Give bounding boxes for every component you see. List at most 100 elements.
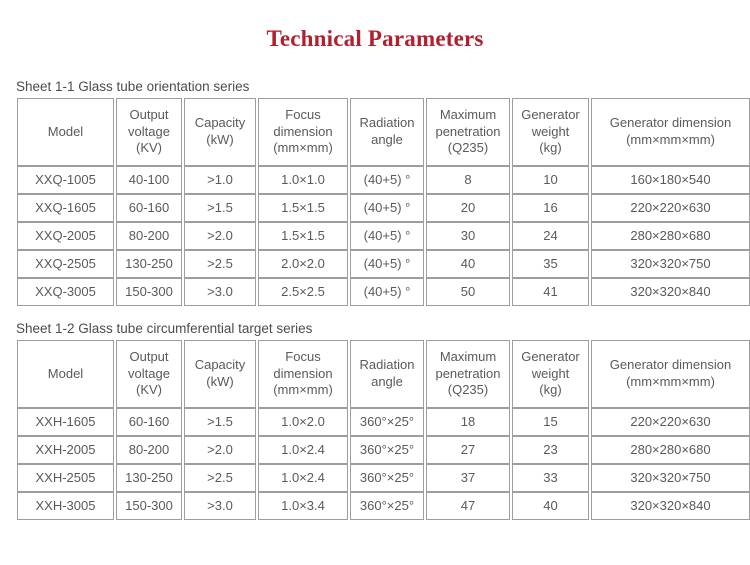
table-cell: >2.5 xyxy=(184,250,256,278)
table-cell: 80-200 xyxy=(116,222,182,250)
table-cell: 2.0×2.0 xyxy=(258,250,348,278)
table-cell: 1.5×1.5 xyxy=(258,194,348,222)
table-cell: (40+5) ° xyxy=(350,166,424,194)
table-cell: XXQ-1605 xyxy=(17,194,114,222)
header-cell: Capacity (kW) xyxy=(184,340,256,408)
table-cell: 280×280×680 xyxy=(591,222,750,250)
header-cell: Generator weight (kg) xyxy=(512,98,589,166)
table-cell: (40+5) ° xyxy=(350,194,424,222)
table-cell: XXQ-3005 xyxy=(17,278,114,306)
table-cell: 30 xyxy=(426,222,510,250)
circumferential-series-table: Model Output voltage (KV) Capacity (kW) Foc… xyxy=(15,340,750,520)
table-cell: 360°×25° xyxy=(350,492,424,520)
table-cell: 50 xyxy=(426,278,510,306)
header-cell: Model xyxy=(17,340,114,408)
table-cell: 80-200 xyxy=(116,436,182,464)
table-cell: XXH-2005 xyxy=(17,436,114,464)
table-cell: XXQ-2005 xyxy=(17,222,114,250)
table-row: XXH-2505 130-250 >2.5 1.0×2.4 360°×25° 37 33 32… xyxy=(17,464,750,492)
table-caption-sheet-1-1: Sheet 1-1 Glass tube orientation series xyxy=(16,79,250,94)
table-section-circumferential-series: Sheet 1-2 Glass tube circumferential tar… xyxy=(15,321,750,520)
table-cell: 15 xyxy=(512,408,589,436)
table-cell: 41 xyxy=(512,278,589,306)
table-cell: 220×220×630 xyxy=(591,194,750,222)
table-cell: 40 xyxy=(512,492,589,520)
table-cell: 280×280×680 xyxy=(591,436,750,464)
orientation-series-table: Model Output voltage (KV) Capacity (kW) Foc… xyxy=(15,98,750,306)
table-cell: >3.0 xyxy=(184,278,256,306)
table-cell: 320×320×750 xyxy=(591,464,750,492)
page-title: Technical Parameters xyxy=(266,26,484,51)
table-cell: 1.5×1.5 xyxy=(258,222,348,250)
table-cell: >1.0 xyxy=(184,166,256,194)
header-cell: Generator dimension (mm×mm×mm) xyxy=(591,340,750,408)
table-row: XXQ-3005 150-300 >3.0 2.5×2.5 (40+5) ° 50 41 32… xyxy=(17,278,750,306)
table-row: XXH-2005 80-200 >2.0 1.0×2.4 360°×25° 27 23 280… xyxy=(17,436,750,464)
header-cell: Generator weight (kg) xyxy=(512,340,589,408)
header-cell: Capacity (kW) xyxy=(184,98,256,166)
header-cell: Maximum penetration (Q235) xyxy=(426,340,510,408)
table-cell: >3.0 xyxy=(184,492,256,520)
table-cell: XXH-3005 xyxy=(17,492,114,520)
table-cell: 1.0×2.4 xyxy=(258,464,348,492)
table-row: XXQ-2005 80-200 >2.0 1.5×1.5 (40+5) ° 30 24 280… xyxy=(17,222,750,250)
table-cell: 1.0×1.0 xyxy=(258,166,348,194)
table-cell: >2.0 xyxy=(184,222,256,250)
table-cell: 1.0×2.0 xyxy=(258,408,348,436)
table-cell: XXQ-1005 xyxy=(17,166,114,194)
table-cell: 60-160 xyxy=(116,408,182,436)
table-cell: 2.5×2.5 xyxy=(258,278,348,306)
table-row: XXH-1605 60-160 >1.5 1.0×2.0 360°×25° 18 15 220… xyxy=(17,408,750,436)
table-cell: 320×320×840 xyxy=(591,278,750,306)
table-cell: 150-300 xyxy=(116,278,182,306)
table-cell: 220×220×630 xyxy=(591,408,750,436)
header-cell: Model xyxy=(17,98,114,166)
table-cell: 16 xyxy=(512,194,589,222)
table-row: XXQ-2505 130-250 >2.5 2.0×2.0 (40+5) ° 40 35 32… xyxy=(17,250,750,278)
header-row: Model Output voltage (KV) Capacity (kW) Foc… xyxy=(17,340,750,408)
table-cell: 1.0×2.4 xyxy=(258,436,348,464)
table-cell: 27 xyxy=(426,436,510,464)
table-cell: 360°×25° xyxy=(350,464,424,492)
table-cell: 360°×25° xyxy=(350,408,424,436)
table-cell: (40+5) ° xyxy=(350,250,424,278)
header-cell: Output voltage (KV) xyxy=(116,340,182,408)
table-cell: 60-160 xyxy=(116,194,182,222)
table-cell: >2.5 xyxy=(184,464,256,492)
table-row: XXQ-1005 40-100 >1.0 1.0×1.0 (40+5) ° 8 10 160×… xyxy=(17,166,750,194)
table-cell: XXH-1605 xyxy=(17,408,114,436)
table-cell: 1.0×3.4 xyxy=(258,492,348,520)
table-cell: 23 xyxy=(512,436,589,464)
table-cell: 40 xyxy=(426,250,510,278)
table-row: XXQ-1605 60-160 >1.5 1.5×1.5 (40+5) ° 20 16 220… xyxy=(17,194,750,222)
table-cell: 150-300 xyxy=(116,492,182,520)
table-row: XXH-3005 150-300 >3.0 1.0×3.4 360°×25° 47 40 32… xyxy=(17,492,750,520)
technical-parameters-page: Technical Parameters Sheet 1-1 Glass tub… xyxy=(0,26,750,520)
table-cell: (40+5) ° xyxy=(350,222,424,250)
table-cell: XXQ-2505 xyxy=(17,250,114,278)
table-cell: 160×180×540 xyxy=(591,166,750,194)
table-cell: XXH-2505 xyxy=(17,464,114,492)
table-cell: 24 xyxy=(512,222,589,250)
table-cell: (40+5) ° xyxy=(350,278,424,306)
header-cell: Maximum penetration (Q235) xyxy=(426,98,510,166)
table-cell: 18 xyxy=(426,408,510,436)
table-cell: 40-100 xyxy=(116,166,182,194)
table-cell: >1.5 xyxy=(184,408,256,436)
table-cell: 37 xyxy=(426,464,510,492)
table-cell: 320×320×840 xyxy=(591,492,750,520)
table-cell: 360°×25° xyxy=(350,436,424,464)
header-cell: Focus dimension (mm×mm) xyxy=(258,340,348,408)
header-cell: Output voltage (KV) xyxy=(116,98,182,166)
table-cell: 130-250 xyxy=(116,464,182,492)
table-caption-sheet-1-2: Sheet 1-2 Glass tube circumferential tar… xyxy=(16,321,313,336)
table-cell: >1.5 xyxy=(184,194,256,222)
table-cell: 20 xyxy=(426,194,510,222)
table-cell: 320×320×750 xyxy=(591,250,750,278)
table-cell: 8 xyxy=(426,166,510,194)
table-section-orientation-series: Sheet 1-1 Glass tube orientation series … xyxy=(15,79,750,306)
table-cell: 130-250 xyxy=(116,250,182,278)
table-cell: 33 xyxy=(512,464,589,492)
table-cell: 35 xyxy=(512,250,589,278)
header-row: Model Output voltage (KV) Capacity (kW) Foc… xyxy=(17,98,750,166)
